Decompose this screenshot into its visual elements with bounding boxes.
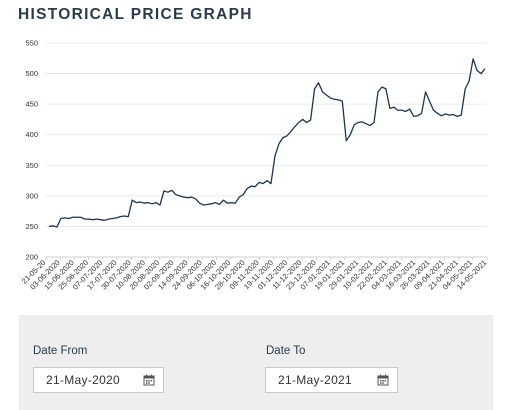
x-axis: 21-05-2003-06-202015-06-202025-06-202007… (20, 258, 489, 291)
y-tick-label: 250 (25, 222, 38, 231)
page-title: HISTORICAL PRICE GRAPH (18, 6, 253, 23)
date-to-label: Date To (266, 345, 306, 357)
date-from-input[interactable]: 21-May-2020 (33, 367, 164, 393)
y-tick-label: 450 (25, 100, 38, 109)
chart-grid (45, 42, 488, 260)
price-series-line (48, 58, 486, 228)
y-tick-label: 400 (25, 130, 38, 139)
y-tick-label: 350 (25, 161, 38, 170)
date-to-input[interactable]: 21-May-2021 (265, 367, 398, 393)
y-tick-label: 300 (25, 191, 38, 200)
y-tick-label: 200 (25, 253, 38, 262)
date-to-value: 21-May-2021 (278, 373, 353, 387)
y-axis: 200 250 300 350 400 450 500 550 (25, 39, 38, 262)
calendar-icon[interactable] (143, 374, 155, 386)
y-tick-label: 550 (25, 39, 38, 48)
date-from-label: Date From (33, 345, 88, 357)
y-tick-label: 500 (25, 69, 38, 78)
date-filter-panel: Date From 21-May-2020 Date To 21-May-202… (19, 315, 493, 410)
price-chart: 200 250 300 350 400 450 500 550 21-05-2003-06-2… (20, 39, 489, 292)
calendar-icon[interactable] (377, 374, 389, 386)
date-from-value: 21-May-2020 (46, 373, 121, 387)
